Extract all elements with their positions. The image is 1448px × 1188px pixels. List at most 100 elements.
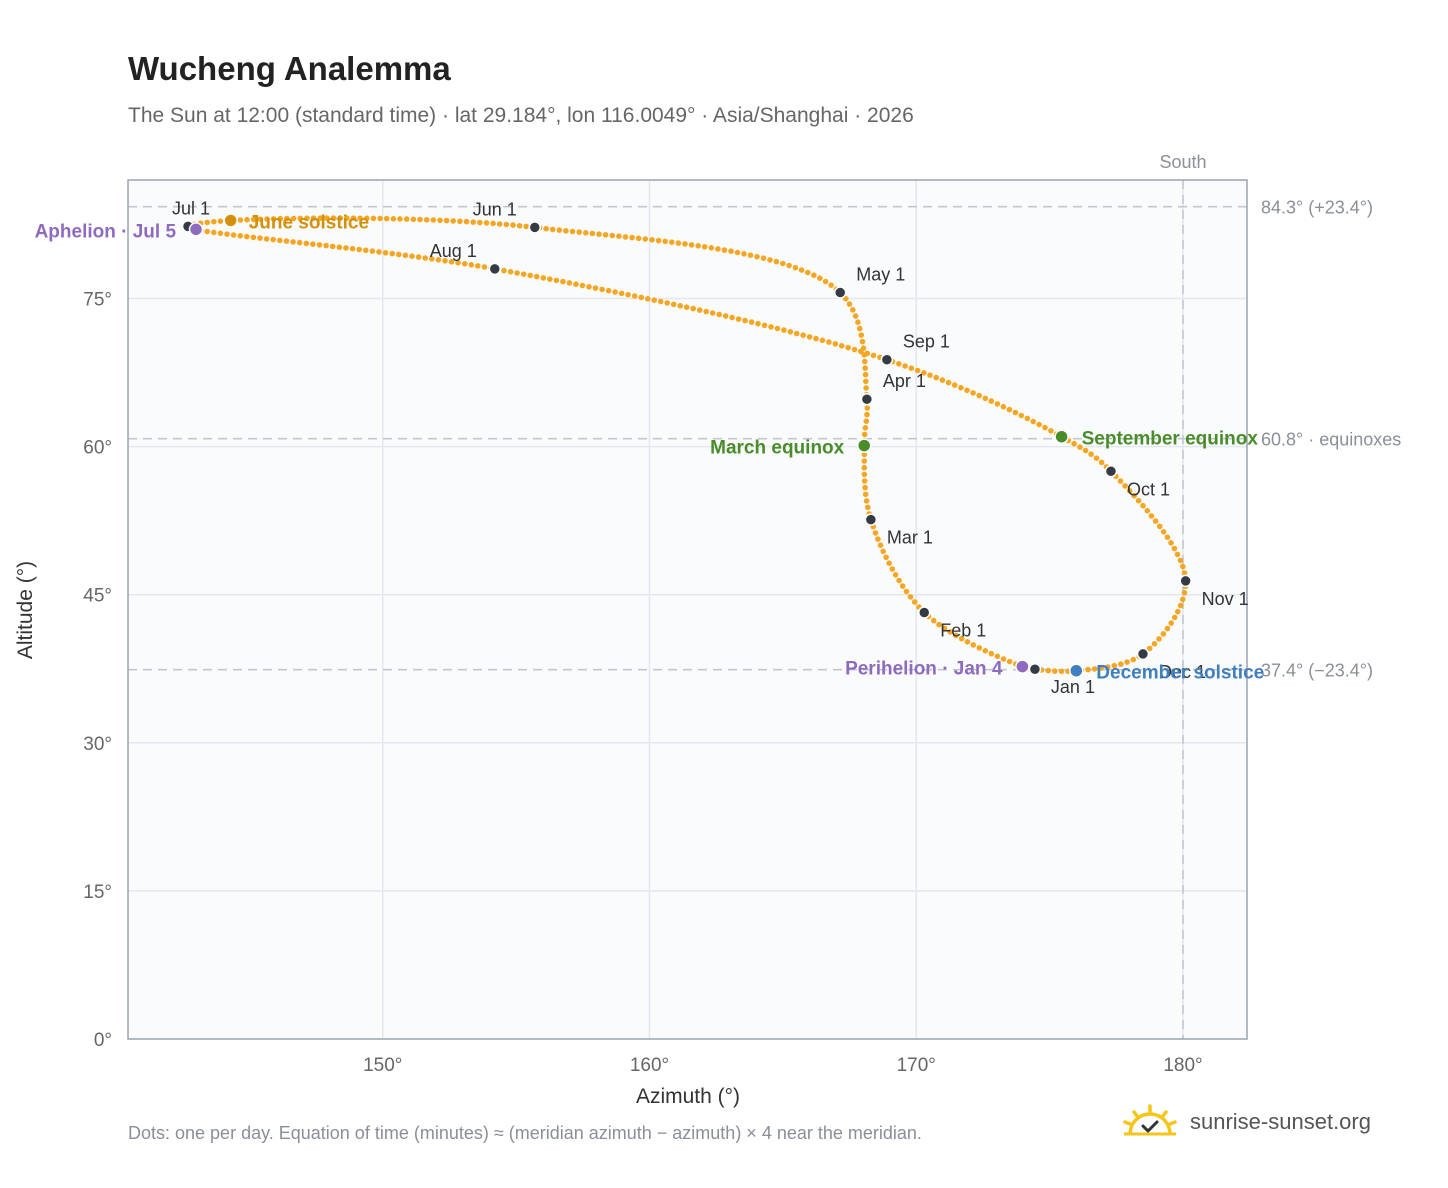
daily-dot bbox=[629, 234, 635, 241]
daily-dot bbox=[877, 542, 884, 548]
daily-dot bbox=[540, 275, 547, 281]
daily-dot bbox=[845, 344, 851, 351]
daily-dot bbox=[250, 216, 257, 223]
daily-dot bbox=[583, 230, 589, 236]
daily-dot bbox=[625, 291, 631, 298]
month-marker-label: Aug 1 bbox=[430, 241, 477, 261]
daily-dot bbox=[370, 215, 377, 222]
daily-dot bbox=[1160, 631, 1167, 637]
daily-dot bbox=[468, 262, 475, 268]
daily-dot bbox=[936, 621, 942, 628]
daily-dot bbox=[230, 232, 237, 238]
daily-dot bbox=[250, 234, 257, 241]
daily-dot bbox=[1126, 488, 1133, 494]
daily-dot bbox=[605, 287, 612, 294]
daily-dot bbox=[1117, 478, 1124, 484]
daily-dot bbox=[856, 325, 863, 332]
y-tick-label: 60° bbox=[83, 438, 112, 459]
daily-dot bbox=[270, 216, 277, 222]
daily-dot bbox=[976, 645, 983, 651]
daily-dot bbox=[1042, 424, 1048, 431]
daily-dot bbox=[364, 215, 370, 222]
daily-dot bbox=[1052, 668, 1058, 674]
daily-dot bbox=[483, 220, 490, 226]
plot-frame bbox=[127, 179, 1248, 1040]
daily-dot bbox=[862, 425, 869, 431]
daily-dot bbox=[402, 252, 409, 259]
event-marker bbox=[188, 222, 204, 237]
daily-dot bbox=[1124, 659, 1130, 665]
daily-dot bbox=[576, 229, 582, 235]
daily-dot bbox=[892, 572, 899, 578]
daily-dot bbox=[284, 215, 290, 222]
daily-dot bbox=[1160, 529, 1167, 535]
daily-dot bbox=[862, 484, 868, 491]
daily-dot bbox=[786, 262, 792, 269]
x-tick-label: 170° bbox=[897, 1055, 936, 1076]
month-marker bbox=[1104, 465, 1118, 478]
daily-dot bbox=[773, 258, 780, 265]
daily-dot bbox=[721, 247, 728, 253]
daily-dot bbox=[896, 577, 902, 584]
daily-dot bbox=[470, 219, 477, 225]
daily-dot bbox=[655, 237, 662, 244]
daily-dot bbox=[822, 278, 829, 285]
chart-title: Wucheng Analemma bbox=[128, 50, 451, 87]
daily-dot bbox=[510, 222, 516, 228]
daily-dot bbox=[864, 405, 871, 411]
daily-dot bbox=[875, 536, 881, 542]
daily-dot bbox=[970, 390, 976, 396]
daily-dot bbox=[507, 269, 514, 275]
daily-dot bbox=[303, 240, 310, 247]
daily-dot bbox=[864, 350, 870, 357]
daily-dot bbox=[734, 249, 741, 256]
daily-dot bbox=[696, 307, 703, 313]
daily-dot bbox=[237, 217, 244, 223]
daily-dot bbox=[1130, 656, 1137, 663]
daily-dot bbox=[1171, 614, 1178, 621]
daily-dot bbox=[742, 317, 748, 324]
daily-dot bbox=[450, 218, 457, 224]
daily-dot bbox=[976, 392, 982, 399]
daily-dot bbox=[283, 238, 290, 244]
footnote: Dots: one per day. Equation of time (min… bbox=[128, 1123, 922, 1143]
daily-dot bbox=[376, 249, 382, 255]
daily-dot bbox=[304, 215, 310, 222]
x-tick-label: 160° bbox=[630, 1055, 669, 1076]
daily-dot bbox=[612, 289, 618, 295]
daily-dot bbox=[573, 281, 579, 288]
daily-dot bbox=[651, 297, 657, 304]
daily-dot bbox=[921, 370, 927, 376]
daily-dot bbox=[859, 338, 866, 345]
event-label: March equinox bbox=[710, 438, 845, 459]
daily-dot bbox=[729, 314, 735, 321]
daily-dot bbox=[988, 650, 995, 657]
daily-dot bbox=[1045, 667, 1051, 674]
daily-dot bbox=[330, 215, 337, 221]
daily-dot bbox=[410, 216, 417, 223]
daily-dot bbox=[657, 298, 664, 305]
daily-dot bbox=[257, 216, 264, 222]
daily-dot bbox=[862, 491, 869, 498]
x-tick-label: 180° bbox=[1163, 1055, 1202, 1076]
daily-dot bbox=[383, 215, 390, 222]
month-marker-label: Apr 1 bbox=[883, 371, 926, 391]
daily-dot bbox=[1151, 641, 1158, 647]
event-label: September equinox bbox=[1082, 429, 1259, 450]
brand[interactable]: sunrise-sunset.org bbox=[1122, 1104, 1371, 1140]
daily-dot bbox=[811, 272, 817, 279]
daily-dot bbox=[817, 275, 823, 282]
month-marker bbox=[1028, 662, 1042, 676]
daily-dot bbox=[1036, 421, 1042, 428]
daily-dot bbox=[872, 530, 879, 536]
month-marker bbox=[1136, 647, 1150, 661]
daily-dot bbox=[244, 216, 250, 223]
daily-dot bbox=[780, 260, 786, 267]
daily-dot bbox=[838, 343, 845, 349]
daily-dot bbox=[951, 382, 958, 388]
axis-ticks: 150° 160° 170° 180° 0° 15° 30° 45° 60° 75° bbox=[83, 289, 1202, 1076]
daily-dot bbox=[224, 231, 230, 237]
daily-dot bbox=[566, 280, 573, 286]
daily-dot bbox=[1181, 570, 1188, 576]
daily-dot bbox=[349, 245, 356, 252]
